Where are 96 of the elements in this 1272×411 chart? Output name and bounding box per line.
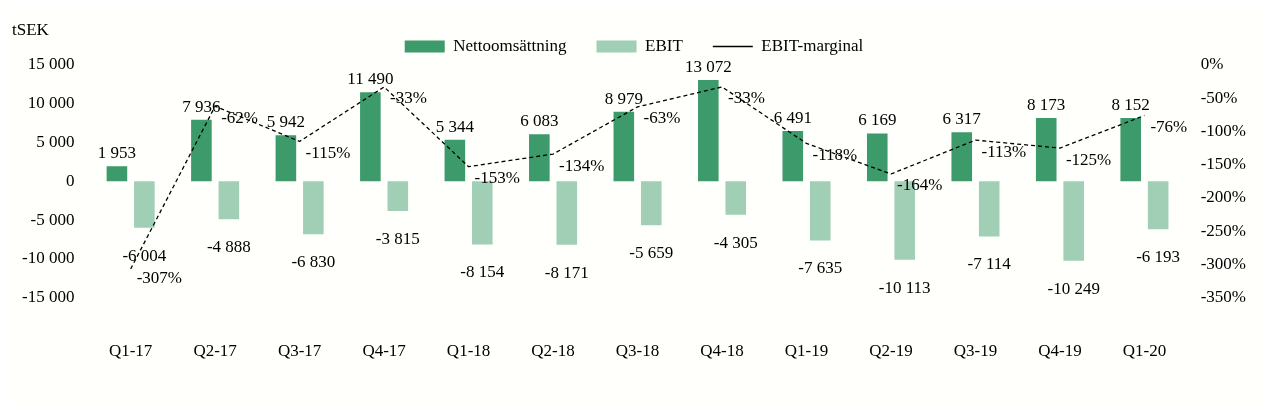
data-label: -63% <box>643 108 681 128</box>
data-label: -115% <box>305 142 351 162</box>
legend-label: Nettoomsättning <box>453 35 568 55</box>
data-label: -164% <box>896 175 943 195</box>
bar <box>1120 118 1142 182</box>
bar <box>191 119 212 182</box>
data-label: -76% <box>1150 116 1188 136</box>
data-label: 8 173 <box>1027 94 1066 114</box>
y2-tick-label: -350% <box>1200 287 1247 307</box>
y-tick-label: 5 000 <box>36 132 75 151</box>
data-label: -134% <box>559 155 605 175</box>
y-tick-label: 0 <box>65 170 75 190</box>
data-label: -4 305 <box>713 232 758 252</box>
y-tick-label: 15 000 <box>27 54 75 74</box>
data-label: -125% <box>1065 149 1112 169</box>
y2-tick-label: -200% <box>1200 187 1247 207</box>
x-tick-label: Q2-17 <box>193 341 238 361</box>
bar <box>866 133 888 182</box>
bar <box>809 181 831 241</box>
bar <box>275 135 297 182</box>
data-label: -6 193 <box>1136 247 1181 267</box>
bar <box>698 79 719 182</box>
data-label: 6 317 <box>942 109 982 129</box>
bar <box>1063 181 1084 261</box>
x-tick-label: Q4-17 <box>362 341 407 361</box>
bar <box>134 181 155 228</box>
y-tick-label: 10 000 <box>27 93 75 113</box>
data-label: 13 072 <box>684 56 732 76</box>
x-tick-label: Q4-18 <box>700 341 744 361</box>
data-label: -4 888 <box>206 237 251 257</box>
y2-tick-label: -100% <box>1200 120 1247 140</box>
y2-tick-label: -150% <box>1200 154 1247 174</box>
data-label: -10 113 <box>878 277 931 297</box>
y2-tick-label: -300% <box>1200 253 1247 273</box>
data-label: -113% <box>981 141 1027 161</box>
bar <box>360 92 381 182</box>
data-label: -7 114 <box>967 254 1012 274</box>
bar <box>951 132 973 182</box>
bar <box>640 181 662 226</box>
bar <box>556 181 578 245</box>
data-label: 6 169 <box>858 110 897 130</box>
y-tick-label: -10 000 <box>21 248 75 268</box>
x-tick-label: Q1-18 <box>446 341 491 361</box>
y-tick-label: -15 000 <box>21 287 75 307</box>
data-label: 5 344 <box>435 116 475 136</box>
data-label: -33% <box>390 88 427 108</box>
x-tick-label: Q3-17 <box>277 341 322 361</box>
bar <box>472 181 493 245</box>
x-tick-label: Q2-18 <box>531 341 575 361</box>
data-label: -7 635 <box>798 258 843 278</box>
data-label: 5 942 <box>266 112 306 132</box>
legend-label: EBIT <box>645 35 684 55</box>
bar <box>782 130 804 182</box>
data-label: 8 152 <box>1111 95 1150 115</box>
legend-label: EBIT-marginal <box>761 35 864 55</box>
y2-tick-label: -250% <box>1200 220 1247 240</box>
x-tick-label: Q3-19 <box>953 341 998 361</box>
bar <box>978 181 1000 237</box>
data-label: -62% <box>221 107 258 127</box>
data-label: -118% <box>812 144 858 164</box>
data-label: -5 659 <box>629 243 674 263</box>
bar <box>613 111 635 182</box>
data-label: 1 953 <box>97 143 137 163</box>
x-tick-label: Q3-18 <box>615 341 660 361</box>
y-axis-title: tSEK <box>12 19 50 39</box>
data-label: -307% <box>136 268 182 288</box>
x-tick-label: Q1-19 <box>784 341 829 361</box>
data-label: -8 154 <box>460 262 505 282</box>
data-label: -33% <box>728 88 765 108</box>
bar <box>1035 117 1057 182</box>
x-tick-label: Q1-17 <box>108 341 153 361</box>
data-label: -153% <box>474 168 520 188</box>
data-label: -6 830 <box>291 252 336 272</box>
bar <box>444 139 466 182</box>
data-label: -8 171 <box>544 262 589 282</box>
data-label: -6 004 <box>122 245 167 265</box>
data-label: -10 249 <box>1047 278 1100 298</box>
data-label: 6 491 <box>773 107 812 127</box>
data-label: 8 979 <box>604 88 643 108</box>
bar <box>529 134 550 182</box>
y2-tick-label: -50% <box>1200 87 1238 107</box>
bar <box>218 181 240 220</box>
bar <box>106 166 128 182</box>
data-label: 6 083 <box>520 111 559 131</box>
bar <box>387 181 409 211</box>
y2-tick-label: 0% <box>1200 54 1224 74</box>
bar <box>725 181 747 215</box>
x-tick-label: Q1-20 <box>1122 341 1167 361</box>
x-tick-label: Q2-19 <box>869 341 913 361</box>
bar <box>303 181 324 235</box>
data-label: -3 815 <box>375 228 420 248</box>
data-label: 11 490 <box>347 69 394 89</box>
data-label: 7 936 <box>182 96 221 116</box>
x-tick-label: Q4-19 <box>1038 341 1082 361</box>
bar <box>1147 181 1169 230</box>
y-tick-label: -5 000 <box>30 209 75 229</box>
